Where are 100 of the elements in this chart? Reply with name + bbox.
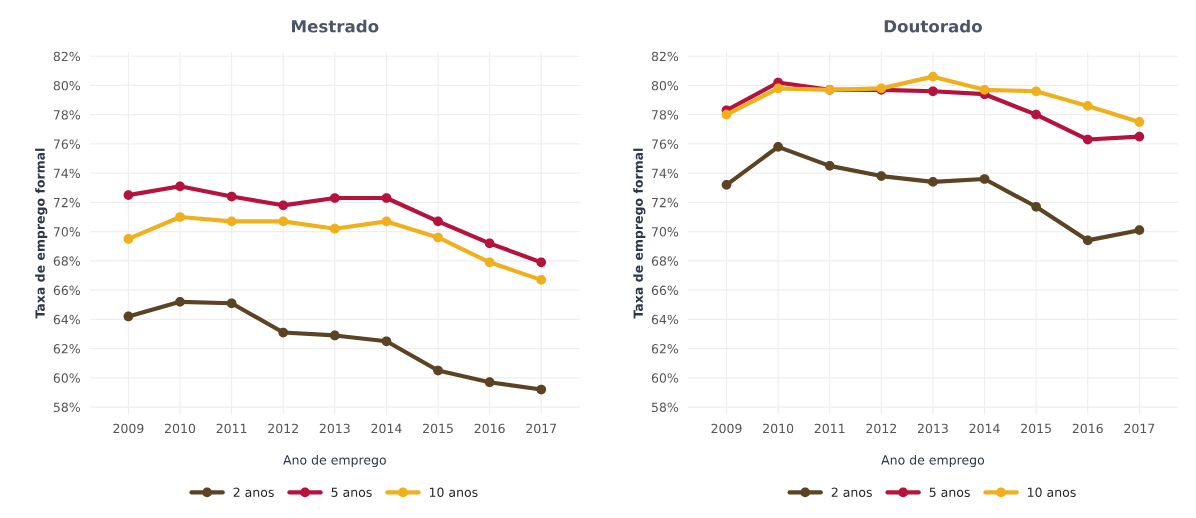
point	[1031, 86, 1042, 97]
point	[773, 83, 783, 94]
point	[773, 141, 783, 152]
point	[1082, 134, 1093, 145]
x-tick-label: 2009	[711, 423, 742, 434]
point	[433, 216, 443, 227]
point	[381, 336, 392, 347]
y-tick-label: 70%	[53, 227, 80, 237]
y-tick-label: 66%	[651, 285, 679, 296]
point	[484, 377, 495, 388]
y-tick-label: 70%	[652, 227, 679, 237]
point	[876, 171, 887, 181]
y-tick-label: 78%	[652, 110, 679, 120]
x-tick-label: 2014	[969, 423, 1000, 434]
y-tick-label: 60%	[53, 373, 80, 383]
point	[278, 216, 289, 227]
point	[381, 216, 392, 227]
x-tick-label: 2009	[113, 423, 144, 434]
point	[928, 177, 938, 187]
point	[226, 216, 237, 227]
y-tick-label: 82%	[651, 51, 679, 62]
y-tick-label: 58%	[651, 402, 679, 413]
point	[1082, 235, 1093, 246]
x-tick-label: 2011	[216, 423, 247, 434]
y-tick-label: 74%	[652, 168, 679, 179]
point	[226, 191, 237, 202]
point	[175, 296, 185, 307]
point	[824, 160, 835, 171]
point	[536, 257, 547, 268]
x-tick-label: 2014	[371, 423, 402, 434]
y-tick-label: 76%	[53, 139, 80, 149]
point	[123, 190, 134, 200]
point	[175, 212, 185, 222]
y-tick-label: 80%	[651, 80, 679, 91]
x-axis-title: Ano de emprego	[881, 454, 985, 468]
point	[1082, 101, 1093, 111]
y-tick-label: 64%	[651, 314, 679, 325]
legend-label: 10 anos	[429, 487, 478, 497]
point	[329, 193, 340, 203]
x-tick-label: 2012	[268, 423, 298, 434]
point	[226, 298, 237, 309]
point	[123, 311, 134, 322]
point	[1134, 117, 1145, 127]
point	[721, 179, 732, 190]
y-tick-label: 68%	[53, 256, 80, 266]
x-tick-label: 2012	[866, 423, 896, 434]
y-tick-label: 60%	[651, 373, 679, 383]
x-tick-label: 2010	[763, 423, 794, 434]
chart-title: Mestrado	[292, 19, 379, 33]
x-tick-label: 2013	[319, 423, 350, 434]
legend-label: 5 anos	[331, 487, 372, 497]
point	[175, 181, 185, 192]
point	[123, 234, 134, 244]
y-tick-label: 68%	[651, 256, 679, 266]
point	[928, 86, 938, 97]
point	[536, 275, 547, 285]
x-tick-label: 2010	[165, 423, 196, 434]
y-tick-label: 64%	[53, 314, 80, 325]
y-tick-label: 76%	[652, 139, 679, 149]
point	[536, 384, 547, 395]
point	[381, 193, 392, 203]
point	[928, 71, 938, 82]
x-tick-label: 2017	[526, 423, 557, 434]
y-tick-label: 58%	[53, 402, 80, 413]
x-tick-label: 2016	[474, 423, 505, 434]
point	[1031, 109, 1042, 120]
y-tick-label: 62%	[53, 344, 80, 354]
x-tick-label: 2015	[1021, 423, 1051, 434]
point	[433, 232, 443, 243]
x-tick-label: 2015	[423, 423, 453, 434]
y-tick-label: 72%	[652, 197, 679, 208]
point	[329, 223, 340, 234]
y-tick-label: 82%	[53, 51, 80, 62]
point	[721, 109, 732, 120]
legend-label: 2 anos	[831, 487, 872, 497]
x-tick-label: 2016	[1072, 423, 1103, 434]
point	[1134, 225, 1145, 236]
y-tick-label: 66%	[53, 285, 80, 296]
point	[278, 200, 289, 211]
point	[433, 365, 443, 376]
y-axis-title: Taxa de emprego formal	[35, 148, 48, 319]
y-tick-label: 72%	[53, 197, 80, 208]
x-tick-label: 2013	[917, 423, 948, 434]
point	[979, 174, 990, 184]
point	[484, 257, 495, 268]
y-tick-label: 80%	[53, 80, 80, 91]
legend-label: 5 anos	[929, 487, 970, 497]
point	[329, 330, 340, 341]
y-tick-label: 78%	[53, 110, 80, 120]
x-tick-label: 2017	[1124, 423, 1155, 434]
point	[1134, 131, 1145, 142]
point	[979, 84, 990, 95]
x-tick-label: 2011	[814, 423, 845, 434]
chart-title: Doutorado	[884, 19, 982, 33]
legend-label: 10 anos	[1028, 487, 1076, 497]
point	[1031, 201, 1042, 212]
legend-label: 2 anos	[233, 487, 274, 497]
y-axis-title: Taxa de emprego formal	[633, 148, 646, 319]
y-tick-label: 74%	[53, 168, 80, 179]
x-axis-title: Ano de emprego	[283, 454, 386, 468]
